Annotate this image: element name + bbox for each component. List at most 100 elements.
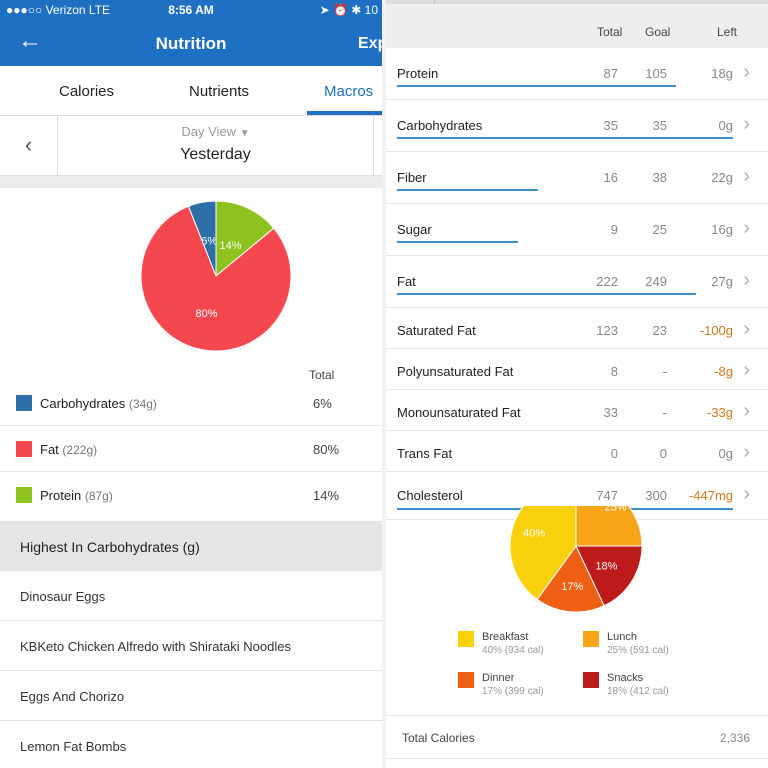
legend-qty: (34g): [128, 397, 157, 411]
nutrient-left: 0g: [718, 446, 733, 461]
tab-calories[interactable]: Calories: [59, 83, 115, 100]
nutrient-row-carbohydrates[interactable]: Carbohydrates 35 35 0g ›: [386, 100, 768, 152]
chevron-right-icon[interactable]: ›: [743, 165, 750, 187]
legend-name: Carbohydrates: [40, 396, 126, 411]
right-panel: Total Goal Left Protein 87 105 18g › Carbohyd…: [386, 0, 768, 768]
meal-name: Dinner: [482, 672, 515, 684]
nutrient-row-fat[interactable]: Fat 222 249 27g ›: [386, 256, 768, 308]
nutrient-row-monounsaturated-fat[interactable]: Monounsaturated Fat 33 - -33g ›: [386, 390, 768, 431]
nutrient-row-saturated-fat[interactable]: Saturated Fat 123 23 -100g ›: [386, 308, 768, 349]
nutrient-left: 16g: [711, 222, 733, 237]
nutrient-left: 0g: [718, 118, 733, 133]
snacks-swatch: [583, 672, 599, 688]
section-title: Highest In Carbohydrates (g): [20, 539, 200, 555]
legend-qty: (87g): [84, 489, 113, 503]
nutrient-row-sugar[interactable]: Sugar 9 25 16g ›: [386, 204, 768, 256]
nutrient-total: 222: [596, 274, 618, 289]
chevron-right-icon[interactable]: ›: [743, 318, 750, 340]
meal-name: Snacks: [607, 672, 644, 684]
food-name: Eggs And Chorizo: [20, 689, 125, 704]
header-divider: [434, 0, 435, 4]
left-panel: ●●●○○ Verizon LTE 8:56 AM ➤ ⏰ ✱ 10 ← Nut…: [0, 0, 382, 768]
list-item[interactable]: Eggs And Chorizo: [0, 671, 382, 721]
nutrient-left: 22g: [711, 170, 733, 185]
status-bar: ●●●○○ Verizon LTE 8:56 AM ➤ ⏰ ✱ 10: [0, 0, 382, 20]
total-column-header: Total: [309, 368, 335, 382]
chevron-right-icon[interactable]: ›: [743, 483, 750, 505]
snacks-slice: [575, 545, 643, 607]
nutrient-name: Fiber: [397, 170, 427, 185]
list-item[interactable]: Dinosaur Eggs: [0, 571, 382, 621]
progress-bar: [397, 189, 538, 191]
lunch-slice-label: 25%: [605, 506, 627, 513]
nutrient-name: Polyunsaturated Fat: [397, 364, 514, 379]
legend-name: Protein: [40, 488, 82, 503]
carbohydrates-swatch: [16, 395, 32, 411]
chevron-right-icon[interactable]: ›: [743, 400, 750, 422]
food-name: KBKeto Chicken Alfredo with Shirataki No…: [20, 639, 291, 654]
legend-name: Fat: [40, 442, 59, 457]
legend-row-fat: Fat (222g) 80%: [0, 426, 382, 472]
nutrient-goal: 23: [652, 323, 667, 338]
nutrient-row-polyunsaturated-fat[interactable]: Polyunsaturated Fat 8 - -8g ›: [386, 349, 768, 390]
total-calories-label: Total Calories: [402, 731, 475, 745]
legend-label: Protein (87g): [40, 488, 113, 503]
carrier-signal: ●●●○○ Verizon LTE: [6, 3, 111, 17]
tab-macros[interactable]: Macros: [324, 83, 374, 100]
nutrient-total: 9: [610, 222, 618, 237]
list-item[interactable]: Lemon Fat Bombs: [0, 721, 382, 768]
nutrient-row-fiber[interactable]: Fiber 16 38 22g ›: [386, 152, 768, 204]
chevron-right-icon[interactable]: ›: [743, 441, 750, 463]
legend-label: Carbohydrates (34g): [40, 396, 157, 411]
meal-name: Lunch: [607, 631, 637, 643]
nutrient-goal: 300: [645, 488, 667, 503]
status-time: 8:56 AM: [168, 3, 214, 17]
nutrient-left: -447mg: [688, 488, 733, 503]
nutrient-left: -33g: [706, 405, 733, 420]
snacks-slice-label: 18%: [595, 560, 617, 572]
protein-slice-label: 14%: [219, 240, 241, 252]
day-selector: ‹ Day View ▼ Yesterday: [0, 116, 382, 176]
day-divider: [373, 116, 374, 175]
page-title: Nutrition: [155, 34, 227, 53]
nutrient-total: 35: [603, 118, 618, 133]
day-view-dropdown[interactable]: Day View ▼: [58, 124, 373, 139]
chevron-right-icon[interactable]: ›: [743, 217, 750, 239]
nutrient-goal: 105: [645, 66, 667, 81]
chevron-right-icon[interactable]: ›: [743, 269, 750, 291]
list-item[interactable]: KBKeto Chicken Alfredo with Shirataki No…: [0, 621, 382, 671]
nutrient-name: Sugar: [397, 222, 432, 237]
meal-detail: 25% (591 cal): [607, 645, 669, 656]
caret-down-icon: ▼: [239, 128, 250, 139]
active-tab-indicator: [307, 111, 382, 115]
nutrient-left: -100g: [699, 323, 733, 338]
protein-swatch: [16, 487, 32, 503]
chevron-right-icon[interactable]: ›: [743, 359, 750, 381]
nutrient-name: Cholesterol: [397, 488, 463, 503]
meal-detail: 40% (934 cal): [482, 645, 544, 656]
chevron-right-icon[interactable]: ›: [743, 113, 750, 135]
previous-day-chevron-icon[interactable]: ‹: [0, 116, 58, 175]
export-button[interactable]: Exp: [358, 35, 382, 52]
lunch-slice: [575, 506, 643, 547]
chevron-right-icon[interactable]: ›: [743, 61, 750, 83]
nutrient-row-protein[interactable]: Protein 87 105 18g ›: [386, 48, 768, 100]
nutrient-name: Monounsaturated Fat: [397, 405, 521, 420]
legend-percent: 6%: [313, 396, 332, 411]
highest-carbs-header: Highest In Carbohydrates (g): [0, 521, 382, 571]
breakfast-swatch: [458, 631, 474, 647]
tab-bar: Calories Nutrients Macros: [0, 66, 382, 116]
nav-bar: ← Nutrition Exp: [0, 20, 382, 66]
back-arrow-icon[interactable]: ←: [18, 27, 42, 54]
nutrient-goal: 0: [659, 446, 667, 461]
breakfast-slice: [509, 506, 577, 601]
nutrient-row-trans-fat[interactable]: Trans Fat 0 0 0g ›: [386, 431, 768, 472]
meal-detail: 17% (399 cal): [482, 686, 544, 697]
dinner-slice-label: 17%: [561, 581, 583, 593]
nutrient-left: -8g: [714, 364, 733, 379]
tab-nutrients[interactable]: Nutrients: [189, 83, 250, 100]
legend-qty: (222g): [62, 443, 98, 457]
nutrient-name: Trans Fat: [397, 446, 453, 461]
progress-bar: [397, 241, 518, 243]
goal-header: Goal: [645, 25, 671, 39]
